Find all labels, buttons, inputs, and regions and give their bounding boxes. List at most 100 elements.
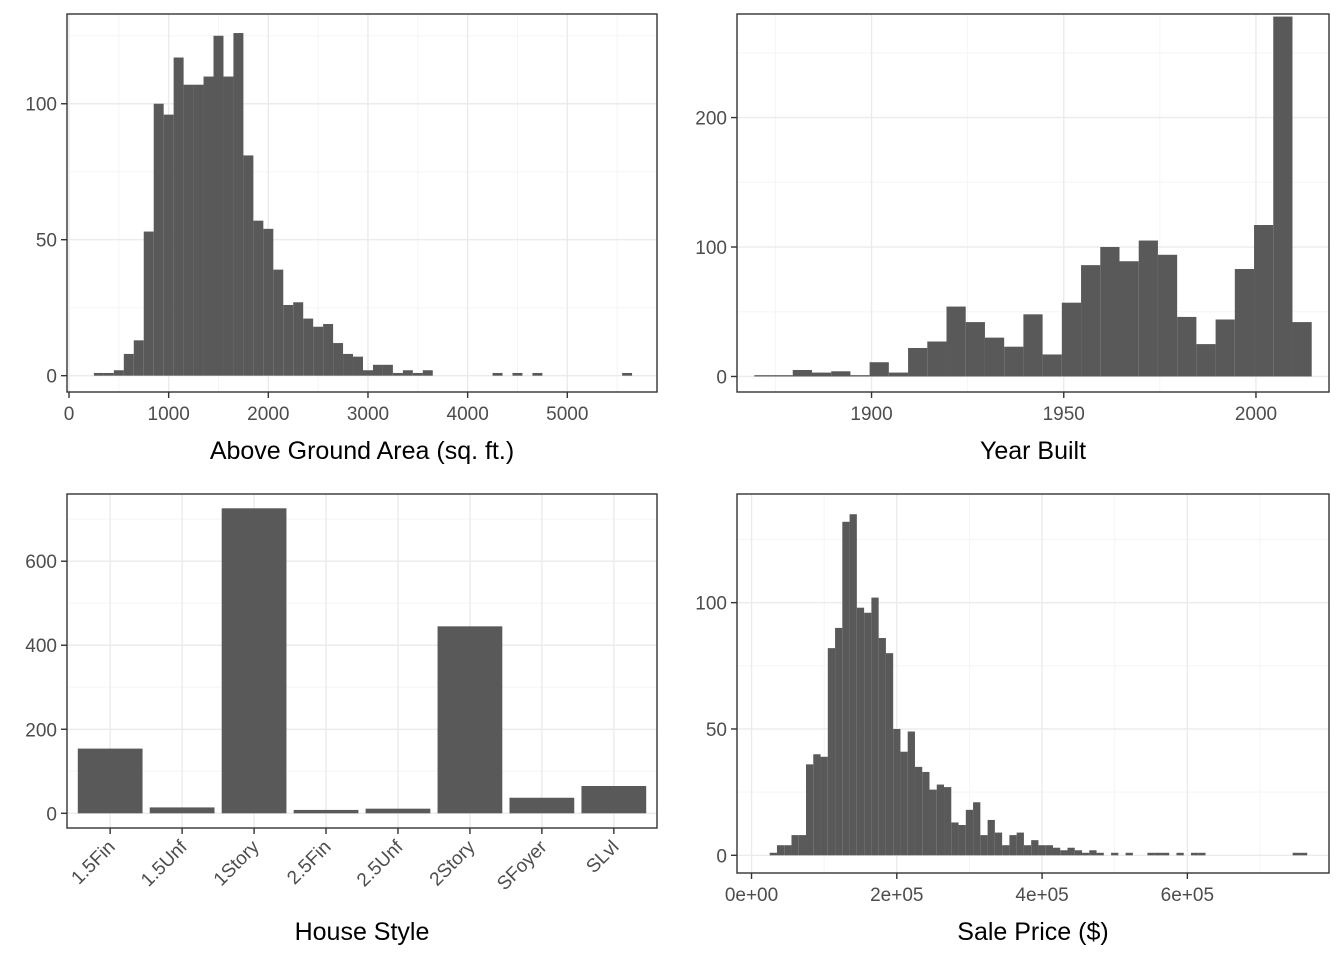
histogram-bar (1060, 850, 1068, 856)
y-tick-label: 0 (46, 367, 57, 388)
histogram-bar (831, 371, 851, 377)
histogram-bar (382, 364, 393, 376)
histogram-bar (103, 372, 114, 376)
histogram-bar (1196, 344, 1216, 377)
histogram-bar (784, 845, 792, 856)
histogram-bar (362, 370, 373, 376)
histogram-bar (1177, 316, 1197, 377)
histogram-bar (1089, 850, 1097, 856)
x-tick-label: 2000 (1235, 404, 1277, 425)
histogram-bar (885, 653, 894, 856)
histogram-bar (773, 375, 793, 377)
histogram-bar (392, 372, 403, 376)
y-tick-label: 0 (46, 804, 57, 825)
histogram-bar (203, 76, 214, 376)
y-tick-label: 100 (695, 238, 727, 259)
histogram-bar (856, 607, 865, 856)
histogram-bar (820, 756, 828, 856)
histogram-bar (869, 362, 889, 377)
histogram-bar (581, 785, 647, 814)
histogram-bar (353, 356, 363, 376)
x-tick-label: 0e+00 (725, 885, 778, 906)
histogram-bar (1004, 346, 1024, 377)
histogram-bar (951, 822, 959, 856)
histogram-bar (980, 835, 988, 856)
histogram-bar (973, 802, 981, 856)
histogram-bar (769, 852, 777, 856)
histogram-bar (1125, 852, 1133, 856)
histogram-bar (1147, 852, 1155, 856)
histogram-bar (149, 807, 215, 814)
histogram-bar (878, 638, 886, 856)
y-tick-label: 200 (695, 109, 727, 130)
x-axis-title: Sale Price ($) (957, 918, 1108, 946)
x-axis-title: House Style (295, 918, 430, 946)
histogram-bar (221, 508, 287, 814)
histogram-bar (1031, 840, 1039, 856)
histogram-bar (193, 84, 204, 376)
y-tick-label: 0 (716, 846, 727, 867)
histogram-bar (303, 318, 314, 376)
histogram-bar (827, 648, 836, 856)
histogram-bar (811, 372, 832, 377)
histogram-bar (263, 228, 274, 376)
panel-border (736, 13, 1330, 393)
histogram-bar (509, 797, 575, 814)
histogram-bar (293, 809, 359, 814)
x-tick-label: 1950 (1043, 404, 1085, 425)
histogram-bar (806, 764, 814, 856)
panel-border (736, 493, 1330, 874)
histogram-bar (93, 372, 104, 376)
histogram-bar (791, 835, 799, 856)
x-axis-title: Year Built (980, 437, 1086, 465)
histogram-bar (233, 33, 244, 376)
histogram-bar (813, 754, 821, 856)
histogram-bar (1176, 852, 1184, 856)
y-tick-label: 100 (25, 95, 57, 116)
histogram-bar (1074, 850, 1083, 856)
histogram-bar (994, 832, 1003, 856)
histogram-bar (273, 269, 284, 376)
panel-sale-price: 0 50 100 0e+00 2e+05 4e+05 6e+05 Sale Price ($) (695, 493, 1330, 946)
histogram-bar (958, 824, 966, 856)
y-tick-label: 50 (706, 720, 727, 741)
histogram-bar (929, 789, 937, 856)
x-tick-label: 4e+05 (1015, 885, 1068, 906)
histogram-bar (798, 835, 807, 856)
histogram-bar (776, 845, 785, 856)
x-tick-label: 2000 (247, 404, 289, 425)
histogram-bar (365, 808, 431, 814)
y-tick-label: 100 (695, 594, 727, 615)
histogram-bar (987, 819, 995, 856)
histogram-bar (622, 372, 633, 376)
histogram-bar (984, 337, 1005, 377)
histogram-bar (914, 766, 923, 856)
histogram-bar (133, 340, 144, 376)
histogram-bar (944, 787, 952, 856)
x-tick-label: 1900 (850, 404, 892, 425)
x-tick-label: 4000 (447, 404, 489, 425)
histogram-bar (323, 324, 334, 376)
histogram-bar (900, 751, 908, 856)
histogram-bar (163, 114, 174, 376)
histogram-bar (1023, 314, 1043, 377)
histogram-bar (173, 57, 184, 376)
histogram-bar (412, 372, 423, 376)
histogram-bar (123, 353, 134, 376)
histogram-bar (1111, 852, 1119, 856)
histogram-bar (143, 231, 154, 376)
panel-border (66, 493, 658, 829)
x-tick-label: 6e+05 (1161, 885, 1214, 906)
histogram-bar (893, 728, 901, 856)
histogram-bar (183, 84, 194, 376)
y-tick-label: 0 (716, 367, 727, 388)
y-tick-label: 600 (25, 552, 57, 573)
histogram-bar (1292, 322, 1312, 377)
x-tick-label: 3000 (347, 404, 389, 425)
histogram-bar (243, 155, 254, 376)
histogram-bar (946, 306, 966, 377)
histogram-bar (1273, 16, 1293, 377)
histogram-bar (908, 347, 928, 377)
histogram-bar (1161, 852, 1170, 856)
